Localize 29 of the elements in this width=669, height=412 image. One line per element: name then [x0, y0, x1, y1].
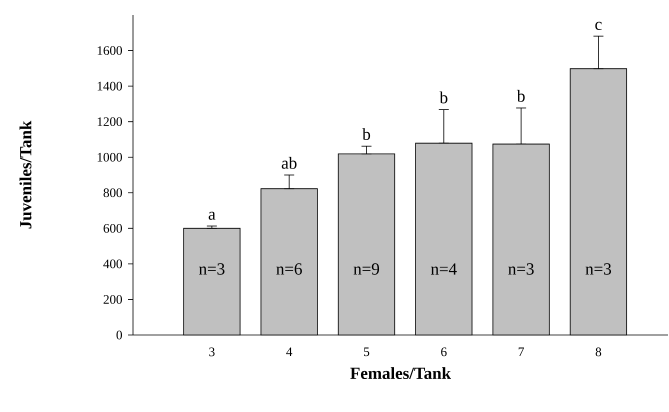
annotation: ab	[282, 156, 297, 169]
y-tick-label: 600	[104, 224, 122, 233]
x-tick-label: 6	[441, 348, 447, 356]
annotation: n=6	[276, 263, 302, 275]
y-axis-title: Juveniles/Tank	[19, 120, 32, 229]
x-tick-label: 3	[209, 348, 215, 356]
y-tick-label: 0	[116, 330, 122, 340]
y-tick-label: 200	[104, 295, 122, 304]
y-tick-label: 1000	[98, 152, 122, 162]
annotation: a	[208, 212, 216, 220]
annotation: n=4	[430, 263, 457, 275]
y-tick-label: 1200	[98, 117, 122, 126]
x-tick-label: 8	[596, 348, 602, 356]
annotation: c	[595, 22, 602, 30]
annotation: b	[362, 128, 370, 140]
annotation: n=3	[586, 263, 612, 275]
annotation: n=3	[508, 263, 534, 275]
annotation: n=9	[354, 263, 380, 275]
x-tick-label: 4	[286, 348, 292, 356]
y-tick-label: 400	[103, 260, 122, 268]
x-axis-title: Females/Tank	[350, 367, 452, 380]
annotation: n=3	[199, 263, 224, 275]
x-tick-label: 5	[364, 348, 370, 356]
annotation: b	[440, 91, 448, 104]
y-tick-label: 1400	[98, 82, 122, 90]
y-tick-label: 1600	[98, 46, 122, 55]
annotation: b	[516, 90, 525, 102]
x-tick-label: 7	[518, 348, 524, 356]
y-tick-label: 800	[104, 188, 122, 198]
